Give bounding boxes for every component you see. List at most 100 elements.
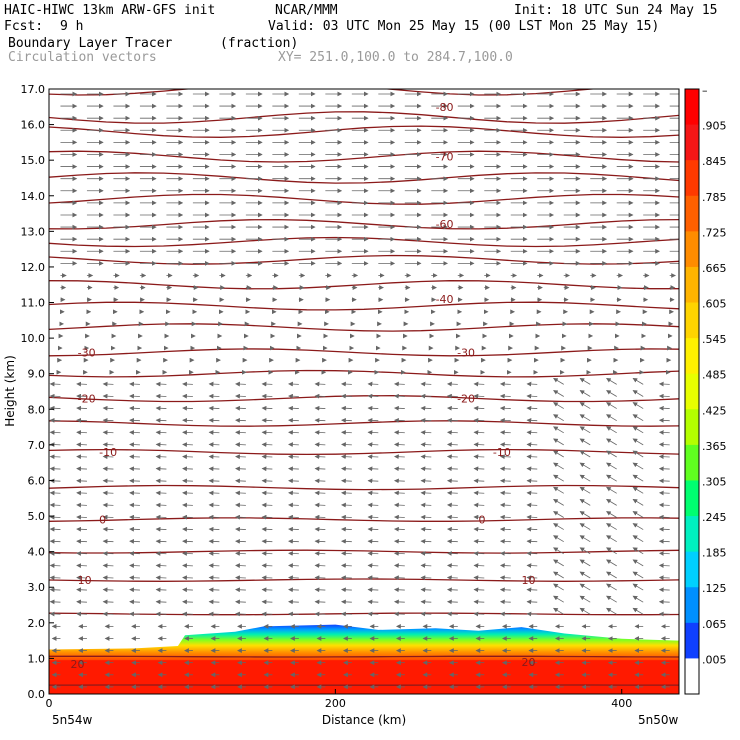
circulation-vector xyxy=(394,430,405,435)
org-label: NCAR/MMM xyxy=(275,3,338,18)
circulation-vector xyxy=(658,430,670,435)
circulation-vector xyxy=(632,559,644,567)
circulation-vector xyxy=(446,611,458,617)
colorbar-swatch xyxy=(685,444,699,481)
circulation-vector xyxy=(314,526,326,532)
circulation-vector xyxy=(579,450,591,458)
circulation-vector xyxy=(49,502,61,508)
colorbar-label: .305 xyxy=(702,475,727,488)
circulation-vector xyxy=(208,575,220,581)
circulation-vector xyxy=(314,442,326,447)
circulation-vector xyxy=(420,466,432,472)
circulation-vector xyxy=(367,393,379,399)
circulation-vector xyxy=(288,405,299,411)
circulation-vector xyxy=(49,393,61,399)
colorbar-swatch xyxy=(685,124,699,161)
circulation-vector xyxy=(579,583,591,591)
circulation-vector xyxy=(473,478,485,484)
circulation-vector xyxy=(553,486,564,494)
isotherm-line xyxy=(49,612,679,616)
circulation-vector xyxy=(261,466,273,472)
colorbar-swatch xyxy=(685,160,699,197)
isotherm-label: -60 xyxy=(436,218,454,231)
circulation-vector xyxy=(658,599,670,605)
circulation-vector xyxy=(182,381,193,387)
circulation-vector xyxy=(658,442,670,447)
circulation-vector xyxy=(499,526,511,532)
circulation-vector xyxy=(155,611,167,617)
x-tick-label: 200 xyxy=(325,697,346,710)
circulation-vector xyxy=(553,474,564,482)
circulation-vector xyxy=(606,414,617,422)
circulation-vector xyxy=(606,583,617,591)
isotherm-line xyxy=(49,578,679,582)
circulation-vector xyxy=(658,393,670,399)
circulation-vector xyxy=(553,559,564,567)
circulation-vector xyxy=(182,442,193,447)
circulation-vector xyxy=(420,611,432,617)
circulation-vector xyxy=(235,393,246,399)
circulation-vector xyxy=(553,438,564,446)
circulation-vector xyxy=(526,405,538,411)
circulation-vector xyxy=(632,450,644,458)
circulation-vector xyxy=(394,454,405,460)
circulation-vector xyxy=(606,426,617,434)
circulation-vector xyxy=(208,502,220,508)
circulation-vector xyxy=(155,514,167,520)
circulation-vector xyxy=(49,575,61,581)
circulation-vector xyxy=(235,563,246,568)
circulation-vector xyxy=(526,466,538,472)
circulation-vector xyxy=(155,490,167,496)
circulation-vector xyxy=(235,551,246,556)
circulation-vector xyxy=(394,526,405,532)
circulation-vector xyxy=(314,563,326,568)
circulation-vector xyxy=(341,393,352,399)
circulation-vector xyxy=(49,417,61,423)
circulation-vector xyxy=(182,514,193,520)
circulation-vector xyxy=(129,490,140,496)
circulation-vector xyxy=(341,551,352,556)
isotherm-line xyxy=(49,549,679,554)
circulation-vector xyxy=(155,417,167,423)
colorbar-swatch xyxy=(685,231,699,268)
circulation-vector xyxy=(341,611,352,617)
circulation-vector xyxy=(288,381,299,387)
circulation-vector xyxy=(288,526,299,532)
circulation-vector xyxy=(658,417,670,423)
right-endpoint-label: 5n50w xyxy=(638,713,679,727)
isotherm-label: 20 xyxy=(522,656,536,669)
circulation-vector xyxy=(632,571,644,579)
colorbar-label: – xyxy=(702,84,708,97)
circulation-vector xyxy=(288,393,299,399)
circulation-vector xyxy=(473,442,485,447)
isotherm-label: -30 xyxy=(457,346,475,359)
colorbar-label: .365 xyxy=(702,440,727,453)
circulation-vector xyxy=(606,547,617,555)
isotherm-line xyxy=(49,301,679,311)
circulation-vector xyxy=(658,575,670,581)
circulation-vector xyxy=(526,381,538,387)
circulation-vector xyxy=(182,405,193,411)
circulation-vector xyxy=(394,587,405,593)
colorbar-label: .725 xyxy=(702,226,727,239)
circulation-vector xyxy=(129,381,140,387)
circulation-vector xyxy=(235,538,246,544)
circulation-vector xyxy=(261,551,273,556)
colorbar-label: .665 xyxy=(702,262,727,275)
circulation-vector xyxy=(102,502,114,508)
circulation-vector xyxy=(526,442,538,447)
circulation-vector xyxy=(394,551,405,556)
circulation-vector xyxy=(499,381,511,387)
circulation-vector xyxy=(288,599,299,605)
isotherm-label: 20 xyxy=(70,658,84,671)
circulation-vector xyxy=(367,611,379,617)
circulation-vector xyxy=(499,442,511,447)
circulation-vector xyxy=(394,417,405,423)
circulation-vector xyxy=(341,454,352,460)
circulation-vector xyxy=(76,466,87,472)
circulation-vector xyxy=(235,478,246,484)
circulation-vector xyxy=(102,563,114,568)
colorbar-swatch xyxy=(685,409,699,446)
circulation-vector xyxy=(76,478,87,484)
circulation-vector xyxy=(526,417,538,423)
